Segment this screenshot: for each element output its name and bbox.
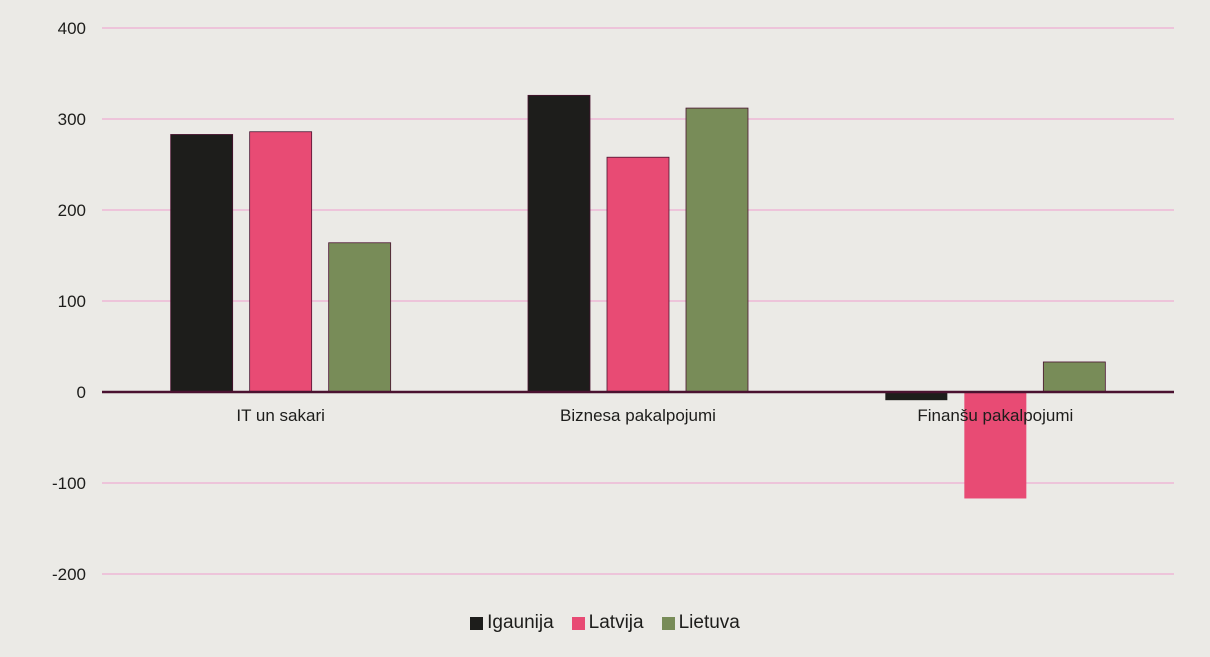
legend: Igaunija Latvija Lietuva <box>0 612 1210 634</box>
y-tick-label: 100 <box>58 292 86 311</box>
legend-label-lietuva: Lietuva <box>678 612 740 633</box>
y-tick-label: 300 <box>58 110 86 129</box>
bar-lietuva <box>1042 361 1106 393</box>
bar-lietuva <box>685 107 749 393</box>
legend-item-latvija: Latvija <box>571 612 644 634</box>
bar-igaunija <box>170 134 234 393</box>
legend-swatch-lietuva <box>661 616 675 630</box>
bar-latvija <box>249 131 313 393</box>
legend-item-lietuva: Lietuva <box>661 612 740 634</box>
bar-lietuva <box>328 242 392 393</box>
legend-swatch-igaunija <box>470 616 484 630</box>
bar-igaunija <box>527 94 591 393</box>
y-tick-label: 0 <box>77 383 86 402</box>
x-category-label: IT un sakari <box>236 406 325 425</box>
x-category-label: Biznesa pakalpojumi <box>560 406 716 425</box>
bar-latvija <box>964 392 1027 499</box>
legend-label-latvija: Latvija <box>588 612 644 633</box>
y-tick-label: 200 <box>58 201 86 220</box>
legend-item-igaunija: Igaunija <box>470 612 554 634</box>
legend-label-igaunija: Igaunija <box>487 612 554 633</box>
y-tick-label: -100 <box>52 474 86 493</box>
bar-latvija <box>606 156 670 393</box>
legend-swatch-latvija <box>571 616 585 630</box>
x-category-label: Finanšu pakalpojumi <box>917 406 1073 425</box>
y-tick-label: -200 <box>52 565 86 584</box>
y-tick-label: 400 <box>58 19 86 38</box>
chart-plot: 400 300 200 100 0 -100 -200 IT un sakari Biznesa… <box>52 19 1174 584</box>
bar-igaunija <box>885 392 948 401</box>
